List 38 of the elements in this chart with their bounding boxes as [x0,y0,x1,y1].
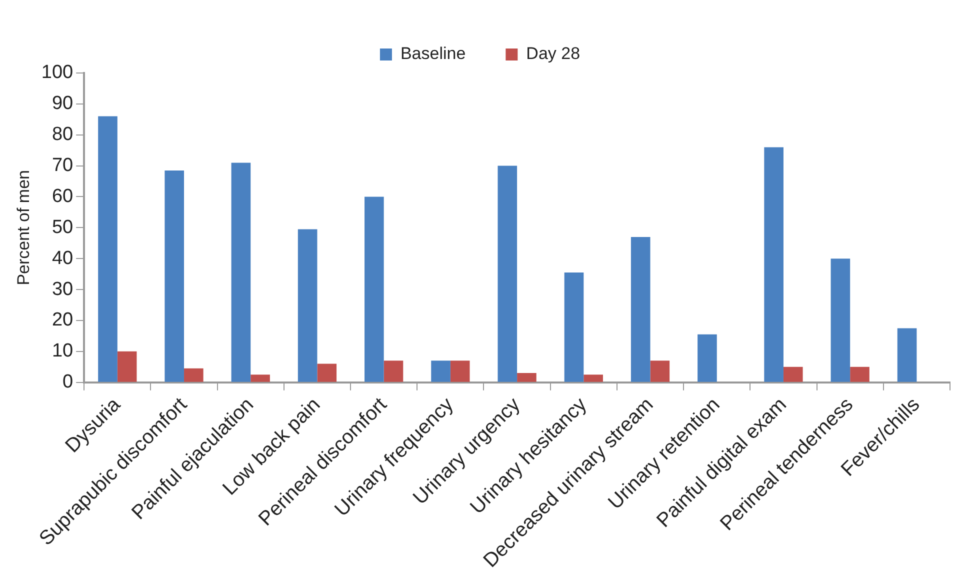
bar [317,364,337,382]
bar [764,147,784,382]
y-tick-label: 60 [52,186,74,207]
legend-label: Day 28 [526,44,580,64]
bar [184,368,204,382]
y-axis-title: Percent of men [14,170,33,286]
bar [584,374,603,382]
y-tick-label: 10 [52,340,74,362]
y-tick-label: 70 [52,155,74,176]
bar [830,258,850,382]
bar [698,334,717,382]
bar [630,236,650,382]
bar [98,116,118,382]
bar [564,272,584,382]
bar [450,360,470,382]
y-tick-label: 80 [52,124,74,146]
bar [117,351,137,382]
y-tick-label: 40 [52,248,74,269]
bar [384,360,404,382]
bar [498,166,518,382]
bar [164,170,184,382]
legend-label: Baseline [400,44,466,64]
bar [231,162,251,382]
bar [897,328,917,382]
y-tick-label: 30 [52,278,74,300]
bar [298,229,318,382]
y-tick-label: 20 [52,310,74,331]
bar [783,366,803,382]
bar [250,374,270,382]
bar [364,196,384,382]
bar [517,373,536,382]
y-tick-label: 100 [41,62,74,84]
bar [850,366,870,382]
y-tick-label: 0 [62,372,74,393]
y-tick-label: 90 [52,93,74,114]
bar [650,360,670,382]
y-tick-label: 50 [52,216,74,238]
bar [431,360,450,382]
